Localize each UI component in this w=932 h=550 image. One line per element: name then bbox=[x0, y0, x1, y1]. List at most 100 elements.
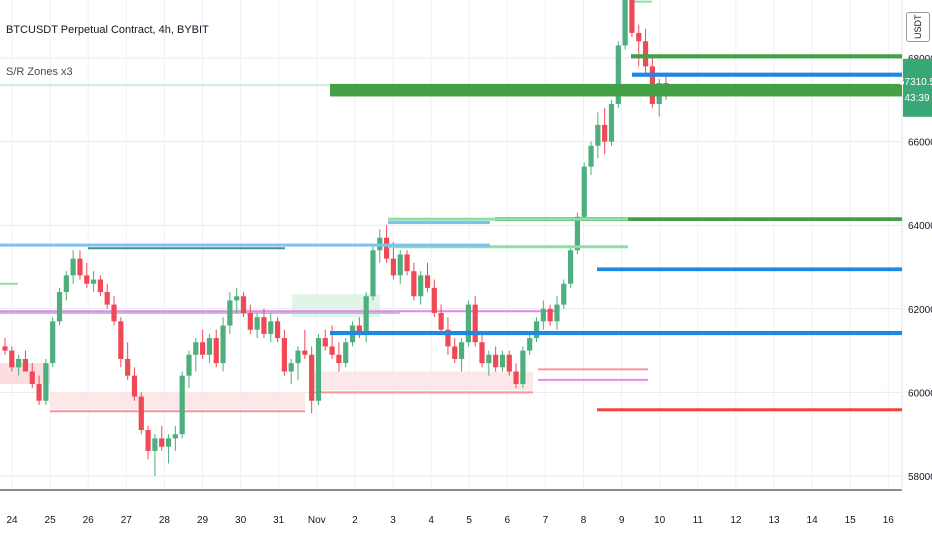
sr-zone-shade bbox=[50, 392, 305, 410]
y-tick-label: 58000.0 bbox=[908, 472, 932, 483]
candle-body bbox=[295, 350, 301, 364]
price-unit-button[interactable]: USDT bbox=[906, 12, 930, 42]
candle-body bbox=[84, 275, 90, 284]
candle-body bbox=[384, 237, 390, 259]
x-tick-label: 27 bbox=[121, 515, 133, 526]
candle-body bbox=[302, 350, 308, 355]
sr-zone-bar bbox=[388, 245, 628, 249]
candle-body bbox=[533, 321, 540, 339]
sr-zone-bar bbox=[597, 267, 902, 272]
candle-body bbox=[152, 438, 158, 451]
candle-body bbox=[22, 358, 29, 372]
candle-body bbox=[636, 32, 642, 42]
x-tick-label: 14 bbox=[807, 515, 819, 526]
x-tick-label: 10 bbox=[654, 515, 666, 526]
candle-body bbox=[615, 45, 621, 104]
candle-body bbox=[329, 346, 335, 355]
candle-body bbox=[438, 312, 444, 330]
candle-body bbox=[602, 124, 608, 142]
candle-body bbox=[70, 258, 76, 276]
candle-body bbox=[77, 258, 83, 276]
x-tick-label: 5 bbox=[466, 515, 472, 526]
candle-body bbox=[220, 325, 226, 364]
candle-body bbox=[227, 300, 233, 326]
candle-body bbox=[588, 145, 594, 167]
candle-body bbox=[554, 304, 560, 322]
candle-body bbox=[567, 250, 574, 284]
candle-body bbox=[547, 308, 553, 322]
x-tick-label: 6 bbox=[505, 515, 511, 526]
candle-body bbox=[595, 124, 601, 146]
candle-body bbox=[213, 338, 219, 364]
candle-body bbox=[527, 338, 533, 351]
candle-body bbox=[97, 279, 104, 293]
chart-title: BTCUSDT Perpetual Contract, 4h, BYBIT bbox=[6, 24, 209, 36]
candle-body bbox=[370, 250, 376, 297]
sr-zone-bar bbox=[0, 243, 490, 247]
candle-body bbox=[288, 363, 294, 372]
candle-body bbox=[458, 342, 465, 359]
candle-body bbox=[608, 103, 615, 142]
candle-body bbox=[138, 396, 144, 431]
candle-body bbox=[506, 354, 512, 372]
sr-zone-bar bbox=[597, 408, 902, 412]
candle-body bbox=[16, 358, 22, 368]
x-tick-label: 3 bbox=[390, 515, 396, 526]
candle-body bbox=[36, 384, 42, 401]
candle-body bbox=[50, 321, 56, 364]
candle-body bbox=[499, 354, 506, 368]
candle-body bbox=[63, 275, 69, 293]
candle-body bbox=[418, 275, 424, 297]
x-tick-label: 30 bbox=[235, 515, 247, 526]
y-tick-label: 62000.0 bbox=[908, 305, 932, 316]
candle-body bbox=[118, 321, 124, 359]
candle-body bbox=[247, 312, 253, 330]
x-tick-label: 9 bbox=[619, 515, 625, 526]
y-tick-label: 66000.0 bbox=[908, 138, 932, 149]
candle-body bbox=[186, 354, 192, 376]
candle-body bbox=[29, 371, 35, 385]
candle-body bbox=[431, 287, 437, 313]
candle-body bbox=[574, 216, 581, 251]
last-price-label: 67310.5 bbox=[899, 77, 932, 88]
candle-body bbox=[404, 254, 410, 272]
candle-body bbox=[390, 258, 397, 276]
candle-body bbox=[90, 279, 97, 284]
candle-body bbox=[452, 346, 458, 359]
y-tick-label: 64000.0 bbox=[908, 221, 932, 232]
candle-body bbox=[465, 304, 471, 343]
x-tick-label: 25 bbox=[45, 515, 57, 526]
x-tick-label: 7 bbox=[543, 515, 549, 526]
candle-body bbox=[261, 317, 267, 334]
candle-body bbox=[322, 338, 328, 347]
candle-body bbox=[2, 346, 8, 351]
candle-body bbox=[104, 292, 110, 305]
candle-body bbox=[581, 166, 587, 217]
x-tick-label: 29 bbox=[197, 515, 209, 526]
x-tick-label: 4 bbox=[428, 515, 434, 526]
sr-zone-bar bbox=[330, 330, 902, 336]
candle-body bbox=[629, 0, 635, 33]
candle-body bbox=[520, 350, 526, 385]
candle-body bbox=[234, 296, 240, 301]
candle-body bbox=[343, 342, 349, 364]
candle-body bbox=[445, 329, 451, 347]
candle-body bbox=[131, 375, 138, 397]
candle-body bbox=[281, 338, 287, 372]
candle-body bbox=[125, 358, 131, 376]
candle-body bbox=[472, 304, 478, 343]
candle-body bbox=[193, 342, 199, 355]
candle-body bbox=[336, 354, 342, 364]
x-tick-label: 24 bbox=[6, 515, 18, 526]
indicator-legend[interactable]: S/R Zones x3 bbox=[6, 66, 73, 78]
x-tick-label: 11 bbox=[693, 515, 704, 526]
candle-body bbox=[165, 438, 172, 447]
sr-zone-bar bbox=[388, 221, 490, 225]
last-price-badge bbox=[903, 58, 932, 117]
x-tick-label: 2 bbox=[352, 515, 358, 526]
candle-body bbox=[315, 338, 322, 401]
candle-body bbox=[642, 41, 649, 67]
sr-zone-bar bbox=[632, 72, 902, 77]
